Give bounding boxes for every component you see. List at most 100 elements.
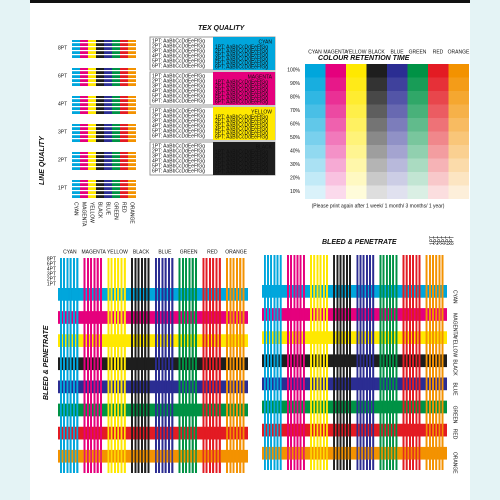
color-box — [213, 72, 275, 105]
swatch — [80, 96, 88, 114]
line-gap — [80, 82, 88, 84]
size-label: 2PT — [433, 236, 439, 245]
tint — [407, 104, 428, 118]
line-gap — [88, 110, 96, 112]
line-gap — [128, 82, 136, 84]
line-gap — [112, 186, 120, 188]
bleed-line — [107, 258, 110, 473]
sample-text: 2PT: AaBbCcDdEeFfGg — [152, 113, 205, 119]
line-gap — [120, 78, 128, 80]
line-gap — [96, 158, 104, 160]
bleed-line — [158, 258, 160, 473]
tint — [305, 118, 326, 132]
line-gap — [88, 42, 96, 44]
level-label: 60% — [290, 121, 301, 127]
bleed-line — [137, 258, 140, 473]
tint — [325, 145, 346, 159]
color-label: BLACK — [97, 202, 103, 219]
line-gap — [96, 166, 104, 168]
bleed-line — [69, 258, 72, 473]
tint — [346, 172, 367, 186]
line-gap — [104, 186, 112, 188]
swatch — [112, 40, 120, 58]
line-gap — [96, 54, 104, 56]
line-gap — [72, 50, 80, 52]
line-gap — [88, 70, 96, 72]
swatch — [72, 124, 80, 142]
line-gap — [104, 134, 112, 136]
color-label: BLACK — [368, 49, 385, 55]
line-gap — [112, 134, 120, 136]
line-gap — [80, 78, 88, 80]
tint — [407, 172, 428, 186]
sample-text: 1PT: AaBbCcDdEeFfGg — [152, 143, 205, 149]
swatch — [80, 68, 88, 86]
line-gap — [104, 106, 112, 108]
color-label: RED — [207, 249, 218, 255]
swatch — [128, 68, 136, 86]
line-gap — [112, 78, 120, 80]
bleed-line — [164, 258, 167, 473]
line-gap — [120, 110, 128, 112]
line-gap — [72, 102, 80, 104]
line-gap — [72, 70, 80, 72]
box-label: CYAN — [258, 39, 272, 45]
line-gap — [80, 46, 88, 48]
line-gap — [72, 82, 80, 84]
swatch — [120, 152, 128, 170]
level-label: 40% — [290, 148, 301, 154]
line-gap — [88, 50, 96, 52]
line-gap — [128, 74, 136, 76]
line-gap — [80, 138, 88, 140]
line-gap — [88, 190, 96, 192]
size-label: 1PT — [429, 236, 435, 245]
swatch — [120, 180, 128, 198]
sample-text: 5PT: AaBbCcDdEeFfGg — [215, 60, 268, 66]
bleed-line — [405, 255, 408, 470]
line-gap — [128, 190, 136, 192]
line-gap — [104, 190, 112, 192]
size-label: 4PT — [47, 266, 56, 272]
line-gap — [128, 78, 136, 80]
sample-text: 3PT: AaBbCcDdEeFfGg — [215, 87, 268, 93]
line-gap — [104, 158, 112, 160]
bleed-line — [155, 258, 157, 473]
swatch — [96, 68, 104, 86]
line-gap — [120, 162, 128, 164]
bleed-band — [58, 403, 248, 417]
line-gap — [112, 98, 120, 100]
sample-text: 2PT: AaBbCcDdEeFfGg — [215, 118, 268, 124]
swatch — [104, 68, 112, 86]
line-gap — [128, 106, 136, 108]
bleed-line — [313, 255, 316, 470]
tint — [407, 118, 428, 132]
color-label: CYAN — [452, 290, 458, 304]
tint — [448, 118, 469, 132]
sample-text: 3PT: AaBbCcDdEeFfGg — [152, 153, 205, 159]
bleed-line — [359, 255, 362, 470]
bleed-line — [279, 255, 282, 470]
bleed-line — [372, 255, 375, 470]
line-gap — [72, 190, 80, 192]
bleed-line — [441, 255, 444, 470]
bleed-line — [366, 255, 368, 470]
line-gap — [80, 194, 88, 196]
line-gap — [104, 70, 112, 72]
bleed-line — [185, 258, 187, 473]
line-gap — [128, 126, 136, 128]
section-title: BLEED & PENETRATE — [322, 239, 397, 246]
line-gap — [120, 42, 128, 44]
line-gap — [96, 182, 104, 184]
swatch — [128, 40, 136, 58]
bleed-band — [58, 380, 248, 394]
bleed-band — [58, 357, 248, 371]
swatch — [72, 180, 80, 198]
bleed-line — [296, 255, 299, 470]
line-gap — [96, 126, 104, 128]
tint — [387, 64, 408, 78]
color-label: RED — [121, 202, 127, 213]
bleed-line — [273, 255, 276, 470]
color-label: RED — [452, 429, 458, 440]
sample-text: 5PT: AaBbCcDdEeFfGg — [152, 58, 205, 64]
